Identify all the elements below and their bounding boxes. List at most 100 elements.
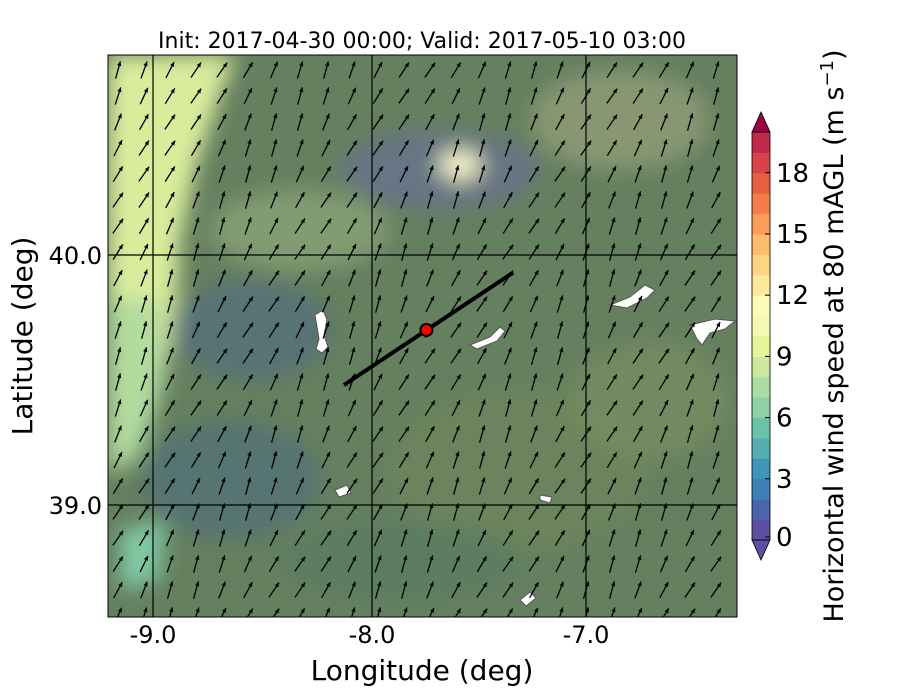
- wind-arrow: [502, 218, 514, 234]
- wind-arrow: [271, 139, 278, 157]
- wind-arrow: [113, 295, 123, 313]
- wind-arrow: [713, 87, 720, 105]
- wind-arrow: [529, 295, 539, 313]
- wind-arrow: [662, 608, 670, 617]
- wind-arrow: [710, 556, 722, 572]
- wind-arrow: [347, 113, 357, 131]
- wind-arrow: [661, 165, 668, 183]
- wind-arrow: [634, 269, 642, 287]
- wind-arrow: [711, 191, 721, 209]
- wind-arrow: [398, 62, 410, 78]
- wind-arrow: [400, 191, 408, 209]
- wind-arrow: [242, 296, 254, 312]
- wind-arrow: [426, 165, 434, 183]
- wind-arrow: [506, 607, 514, 617]
- wind-arrow: [502, 556, 514, 572]
- wind-arrow: [164, 426, 176, 442]
- wind-arrow: [217, 113, 227, 131]
- wind-arrow: [660, 529, 668, 547]
- wind-arrow: [166, 269, 174, 287]
- wind-arrow: [451, 269, 461, 287]
- wind-arrow: [427, 529, 434, 547]
- wind-arrow: [112, 166, 124, 182]
- wind-arrow: [190, 62, 202, 78]
- y-tick-label: 40.0: [49, 242, 102, 270]
- wind-arrow: [505, 399, 512, 417]
- wind-arrow: [140, 295, 148, 313]
- wind-arrow: [323, 61, 330, 79]
- wind-arrow: [555, 399, 565, 417]
- wind-arrow: [424, 348, 436, 364]
- wind-arrow: [193, 243, 200, 261]
- wind-arrow: [608, 191, 616, 209]
- wind-arrow: [191, 477, 201, 495]
- wind-arrow: [712, 347, 720, 365]
- wind-arrow: [660, 113, 668, 131]
- colorbar-level: [752, 417, 770, 439]
- x-axis-label: Longitude (deg): [311, 654, 534, 687]
- wind-arrow: [294, 244, 306, 260]
- wind-arrow: [554, 529, 566, 547]
- wind-arrow: [269, 217, 279, 235]
- wind-arrow: [609, 555, 616, 573]
- wind-arrow: [116, 607, 123, 617]
- colorbar-level: [752, 193, 770, 215]
- wind-arrow: [115, 61, 122, 79]
- colorbar-level: [752, 499, 770, 521]
- y-axis-label: Latitude (deg): [6, 237, 39, 436]
- wind-arrow: [374, 321, 382, 339]
- wind-arrow: [400, 269, 408, 287]
- wind-arrow: [165, 529, 175, 547]
- wind-arrow: [164, 140, 176, 156]
- colorbar-label-text: Horizontal wind speed at 80 mAGL (m s: [819, 87, 850, 623]
- wind-arrow: [164, 399, 176, 417]
- wind-arrow: [270, 165, 278, 183]
- wind-arrow: [243, 87, 253, 105]
- wind-arrow: [166, 347, 174, 365]
- wind-arrow: [216, 321, 228, 339]
- wind-arrow: [321, 451, 331, 469]
- wind-arrow: [424, 374, 436, 390]
- wind-arrow: [346, 140, 358, 156]
- wind-arrow: [685, 529, 695, 547]
- wind-arrow: [476, 270, 488, 286]
- wind-arrow: [322, 87, 330, 105]
- wind-arrow: [425, 425, 435, 443]
- wind-arrow: [710, 218, 722, 234]
- wind-arrow: [476, 582, 488, 598]
- wind-arrow: [194, 607, 200, 617]
- wind-arrow: [557, 321, 564, 339]
- wind-arrow: [532, 607, 539, 617]
- wind-arrow: [636, 607, 643, 617]
- wind-arrow: [112, 477, 124, 495]
- wind-arrow: [712, 373, 720, 391]
- site-marker[interactable]: [419, 323, 434, 337]
- wind-arrow: [659, 87, 669, 105]
- wind-arrow: [398, 426, 410, 442]
- wind-arrow: [608, 295, 616, 313]
- wind-arrow: [216, 62, 228, 78]
- wind-arrow: [138, 452, 150, 468]
- wind-arrow: [634, 477, 642, 495]
- colorbar-level: [752, 336, 770, 357]
- wind-arrow: [554, 504, 566, 520]
- wind-arrow: [321, 581, 331, 599]
- wind-arrow: [322, 425, 330, 443]
- colorbar-tick-label: 15: [776, 220, 809, 250]
- wind-arrow: [453, 477, 460, 495]
- wind-arrow: [658, 348, 670, 364]
- wind-arrow: [270, 113, 278, 131]
- wind-arrow: [632, 62, 644, 78]
- wind-arrow: [608, 269, 616, 287]
- wind-arrow: [114, 347, 122, 365]
- wind-arrow: [502, 244, 514, 260]
- colorbar-level: [752, 132, 770, 153]
- map-plot-area[interactable]: [108, 55, 737, 625]
- wind-arrow: [348, 295, 356, 313]
- wind-arrow: [477, 347, 487, 365]
- colorbar-level: [752, 274, 770, 296]
- wind-arrow: [271, 451, 278, 469]
- wind-arrow: [138, 192, 150, 208]
- wind-arrow: [451, 581, 461, 599]
- wind-arrow: [477, 373, 487, 391]
